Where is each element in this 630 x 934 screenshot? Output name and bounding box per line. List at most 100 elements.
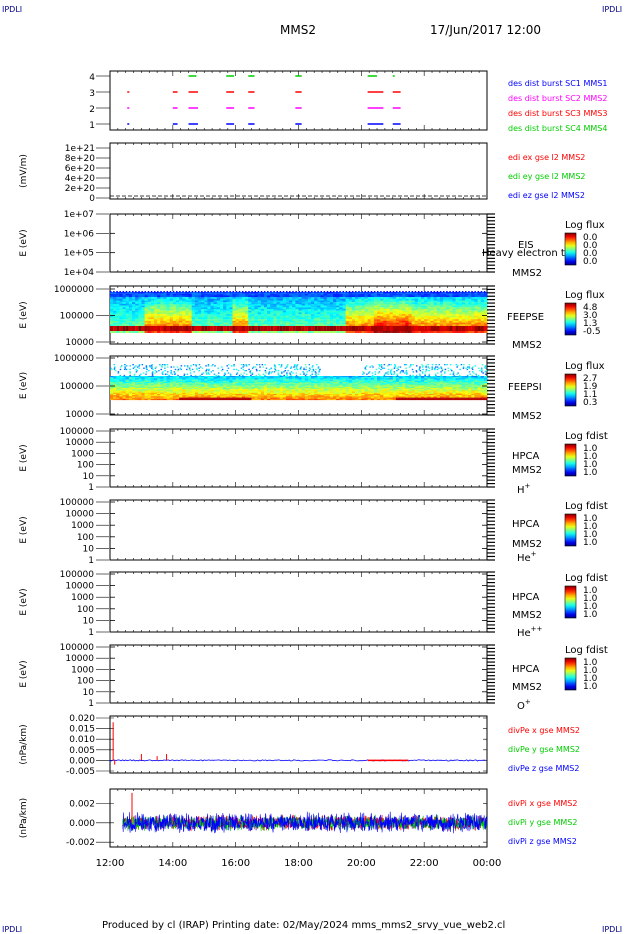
feepse-cell — [273, 322, 278, 325]
feepse-cell — [131, 298, 136, 301]
feepse-cell — [175, 298, 180, 301]
feepsi-cell — [257, 376, 262, 378]
feepse-cell — [449, 326, 453, 331]
feepse-cell — [119, 331, 124, 333]
feepse-cell — [257, 303, 262, 306]
feepse-cell — [402, 309, 406, 311]
feepsi-cell — [216, 376, 221, 378]
feepsi-speck — [177, 368, 180, 371]
feepse-cell — [323, 307, 328, 310]
feepse-cell — [424, 293, 428, 296]
feepse-cell — [358, 324, 362, 327]
feepse-cell — [260, 310, 265, 313]
feepse-cell — [201, 324, 205, 327]
feepse-cell — [439, 317, 444, 320]
feepsi-cell — [119, 390, 124, 392]
feepsi-cell — [219, 385, 224, 387]
feepsi-cell — [257, 394, 262, 396]
feepse-cell — [179, 305, 183, 308]
feepsi-cell — [254, 382, 259, 384]
feepse-cell — [446, 293, 450, 296]
feepsi-cell — [204, 390, 208, 392]
feepse-cell — [471, 300, 475, 303]
feepse-cell — [172, 295, 177, 298]
feepsi-cell — [263, 395, 268, 397]
feepse-cell — [267, 302, 271, 304]
feepsi-cell — [216, 380, 221, 383]
feepse-cell — [301, 309, 306, 311]
feepse-cell — [408, 312, 413, 315]
feepse-cell — [461, 315, 466, 318]
feepsi-speck — [114, 366, 116, 368]
feepse-cell — [465, 293, 469, 296]
feepse-cell — [216, 322, 221, 325]
feepse-cell — [213, 324, 218, 327]
feepsi-cell — [172, 378, 177, 380]
feepsi-cell — [119, 378, 124, 380]
feepse-cell — [188, 326, 193, 331]
feepse-cell — [367, 310, 372, 313]
feepse-cell — [339, 307, 343, 310]
feepsi-speck — [173, 371, 176, 373]
feepse-cell — [314, 315, 318, 318]
feepse-dot — [377, 291, 379, 293]
feepse-cell — [408, 303, 413, 306]
feepse-cell — [241, 314, 246, 316]
feepse-cell — [301, 319, 306, 321]
feepse-cell — [367, 326, 372, 331]
feepse-cell — [304, 331, 309, 333]
feepsi-cell — [241, 376, 246, 378]
feepse-cell — [351, 319, 356, 321]
feepsi-cell — [191, 385, 196, 387]
feepse-cell — [185, 300, 190, 303]
feepse-cell — [179, 297, 183, 299]
feepsi-cell — [138, 388, 142, 390]
feepse-cell — [169, 320, 174, 323]
feepse-cell — [333, 305, 337, 308]
feepsi-cell — [194, 379, 199, 381]
feepse-cell — [191, 305, 196, 308]
feepse-cell — [267, 300, 271, 303]
feepse-cell — [285, 307, 290, 310]
feepse-cell — [163, 302, 168, 304]
feepse-cell — [279, 312, 284, 315]
feepsi-cell — [201, 385, 205, 387]
feepsi-speck — [123, 374, 126, 377]
feepse-dot — [395, 291, 398, 293]
feepse-cell — [260, 309, 265, 311]
feepse-cell — [160, 297, 164, 299]
feepsi-cell — [128, 383, 133, 385]
feepse-cell — [392, 295, 397, 298]
feepsi-cell — [223, 378, 227, 380]
feepse-cell — [430, 322, 435, 325]
feepse-cell — [304, 320, 309, 323]
feepse-cell — [436, 305, 441, 308]
feepse-cell — [298, 292, 303, 294]
feepsi-cell — [238, 388, 243, 390]
feepse-cell — [279, 292, 284, 294]
feepse-cell — [336, 297, 340, 299]
feepse-cell — [282, 310, 287, 313]
feepsi-cell — [235, 384, 240, 386]
feepse-cell — [125, 315, 130, 318]
feepse-cell — [405, 331, 409, 333]
feepse-cell — [160, 322, 164, 325]
feepsi-cell — [122, 395, 127, 397]
feepsi-cell — [128, 378, 133, 380]
feepse-dot — [399, 291, 401, 293]
feepsi-speck — [183, 373, 186, 375]
feepse-cell — [455, 302, 460, 304]
feepsi-speck — [238, 374, 241, 377]
feepse-cell — [153, 324, 158, 327]
feepsi-cell — [238, 376, 243, 378]
feepse-cell — [276, 293, 281, 296]
feepsi-cell — [232, 383, 237, 385]
feepsi-cell — [185, 392, 190, 395]
feepse-cell — [408, 295, 413, 298]
feepse-dot — [182, 291, 184, 293]
feepse-cell — [169, 309, 174, 311]
feepse-cell — [399, 312, 403, 315]
feepse-cell — [465, 298, 469, 301]
feepse-cell — [157, 309, 161, 311]
feepse-cell — [147, 300, 152, 303]
